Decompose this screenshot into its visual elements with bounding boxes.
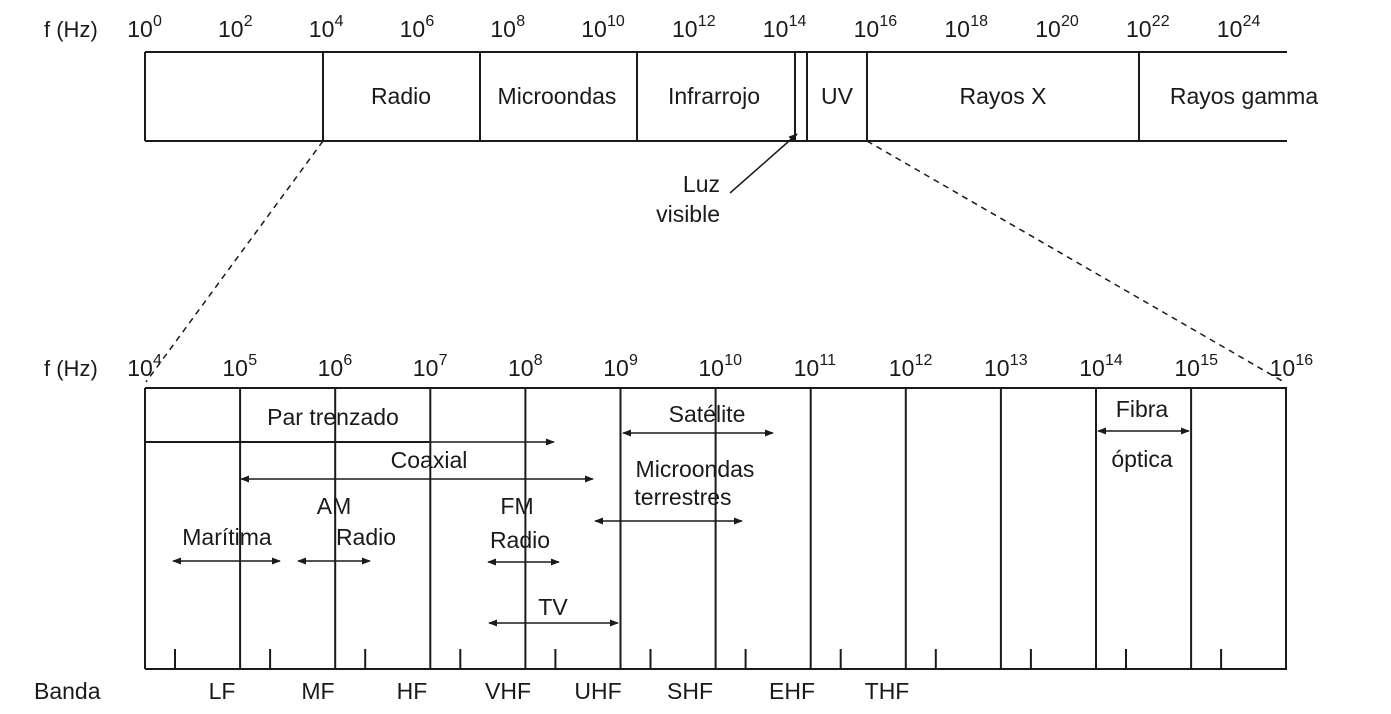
band-name-lf: LF <box>209 678 236 704</box>
bottom-tick-label: 10 <box>318 355 344 381</box>
top-tick-label: 10 <box>944 16 970 42</box>
bottom-tick-label: 10 <box>1270 355 1296 381</box>
top-tick-exponent: 22 <box>1152 13 1170 30</box>
media-label-fm-line2: Radio <box>490 527 550 553</box>
band-names-row: LF MF HF VHF UHF SHF EHF THF <box>209 678 910 704</box>
bottom-tick-exponent: 14 <box>1105 352 1123 369</box>
band-name-shf: SHF <box>667 678 713 704</box>
top-tick-label: 10 <box>763 16 789 42</box>
band-label-gamma: Rayos gamma <box>1170 83 1318 109</box>
top-tick-label: 10 <box>127 16 153 42</box>
top-tick-exponent: 2 <box>244 13 253 30</box>
top-tick-exponent: 20 <box>1061 13 1079 30</box>
top-tick-exponent: 18 <box>970 13 988 30</box>
bottom-tick-exponent: 6 <box>343 352 352 369</box>
media-label-am-line1: AM <box>317 493 352 519</box>
bottom-tick-exponent: 11 <box>819 352 836 369</box>
top-tick-exponent: 8 <box>516 13 525 30</box>
top-tick-label: 10 <box>400 16 426 42</box>
media-label-coax: Coaxial <box>391 447 468 473</box>
top-tick-label: 10 <box>1035 16 1061 42</box>
band-name-mf: MF <box>301 678 334 704</box>
top-tick-label: 10 <box>581 16 607 42</box>
top-tick-label: 10 <box>672 16 698 42</box>
top-tick-exponent: 4 <box>335 13 344 30</box>
band-name-thf: THF <box>865 678 910 704</box>
band-name-ehf: EHF <box>769 678 815 704</box>
bottom-frequency-scale: 10 4 10 5 10 6 10 7 10 8 10 9 10 10 10 11 10 12 10 13 10 14 10… <box>127 352 1313 381</box>
media-label-twisted-pair: Par trenzado <box>267 404 399 430</box>
visible-light-label-line2: visible <box>656 201 720 227</box>
top-frequency-scale: 10 0 10 2 10 4 10 6 10 8 10 10 10 12 10 14 10 16 10 18 10 20 1… <box>127 13 1260 42</box>
top-tick-label: 10 <box>1126 16 1152 42</box>
media-label-fiber-line1: Fibra <box>1116 396 1169 422</box>
top-spectrum-bar <box>144 51 1287 142</box>
band-label-radio: Radio <box>371 83 431 109</box>
top-tick-label: 10 <box>218 16 244 42</box>
band-name-uhf: UHF <box>574 678 621 704</box>
top-tick-exponent: 12 <box>698 13 716 30</box>
band-label-xray: Rayos X <box>960 83 1047 109</box>
band-label-microwave: Microondas <box>498 83 617 109</box>
bottom-tick-exponent: 8 <box>534 352 543 369</box>
bottom-tick-label: 10 <box>603 355 629 381</box>
bottom-tick-label: 10 <box>794 355 820 381</box>
bottom-tick-exponent: 12 <box>915 352 933 369</box>
media-label-maritime: Marítima <box>182 524 272 550</box>
media-label-tv: TV <box>538 594 568 620</box>
visible-light-arrow <box>729 133 798 194</box>
band-row-label: Banda <box>34 678 101 704</box>
top-tick-exponent: 10 <box>607 13 625 30</box>
media-label-fiber-line2: óptica <box>1111 446 1173 472</box>
bottom-tick-exponent: 16 <box>1295 352 1313 369</box>
bottom-tick-label: 10 <box>508 355 534 381</box>
bottom-tick-label: 10 <box>698 355 724 381</box>
bottom-tick-exponent: 4 <box>153 352 162 369</box>
zoom-connector-right <box>866 140 1285 383</box>
top-tick-label: 10 <box>309 16 335 42</box>
top-axis-label: f (Hz) <box>44 17 98 42</box>
top-tick-exponent: 24 <box>1243 13 1261 30</box>
bottom-tick-label: 10 <box>1079 355 1105 381</box>
bottom-axis-label: f (Hz) <box>44 356 98 381</box>
top-tick-exponent: 14 <box>789 13 807 30</box>
media-label-terrestrial-line2: terrestres <box>634 484 731 510</box>
media-label-satellite: Satélite <box>669 401 746 427</box>
bottom-tick-exponent: 9 <box>629 352 638 369</box>
top-tick-label: 10 <box>1217 16 1243 42</box>
bottom-tick-label: 10 <box>889 355 915 381</box>
band-name-hf: HF <box>397 678 428 704</box>
bottom-tick-label: 10 <box>984 355 1010 381</box>
band-name-vhf: VHF <box>485 678 531 704</box>
band-label-infrared: Infrarrojo <box>668 83 760 109</box>
bottom-tick-label: 10 <box>1174 355 1200 381</box>
bottom-minor-ticks <box>174 649 1223 669</box>
bottom-tick-exponent: 10 <box>724 352 742 369</box>
top-tick-exponent: 16 <box>879 13 897 30</box>
top-tick-label: 10 <box>490 16 516 42</box>
bottom-tick-exponent: 13 <box>1010 352 1028 369</box>
bottom-tick-exponent: 15 <box>1200 352 1218 369</box>
bottom-tick-exponent: 7 <box>439 352 448 369</box>
visible-light-label-line1: Luz <box>683 171 720 197</box>
media-label-terrestrial-line1: Microondas <box>636 456 755 482</box>
top-tick-label: 10 <box>854 16 880 42</box>
zoom-connector-left <box>145 140 324 383</box>
bottom-tick-label: 10 <box>413 355 439 381</box>
top-tick-exponent: 6 <box>425 13 434 30</box>
bottom-tick-label: 10 <box>222 355 248 381</box>
media-label-am-line2: Radio <box>336 524 396 550</box>
top-tick-exponent: 0 <box>153 13 162 30</box>
bottom-tick-exponent: 5 <box>248 352 257 369</box>
media-label-fm-line1: FM <box>500 493 533 519</box>
band-label-uv: UV <box>821 83 854 109</box>
bottom-tick-label: 10 <box>127 355 153 381</box>
